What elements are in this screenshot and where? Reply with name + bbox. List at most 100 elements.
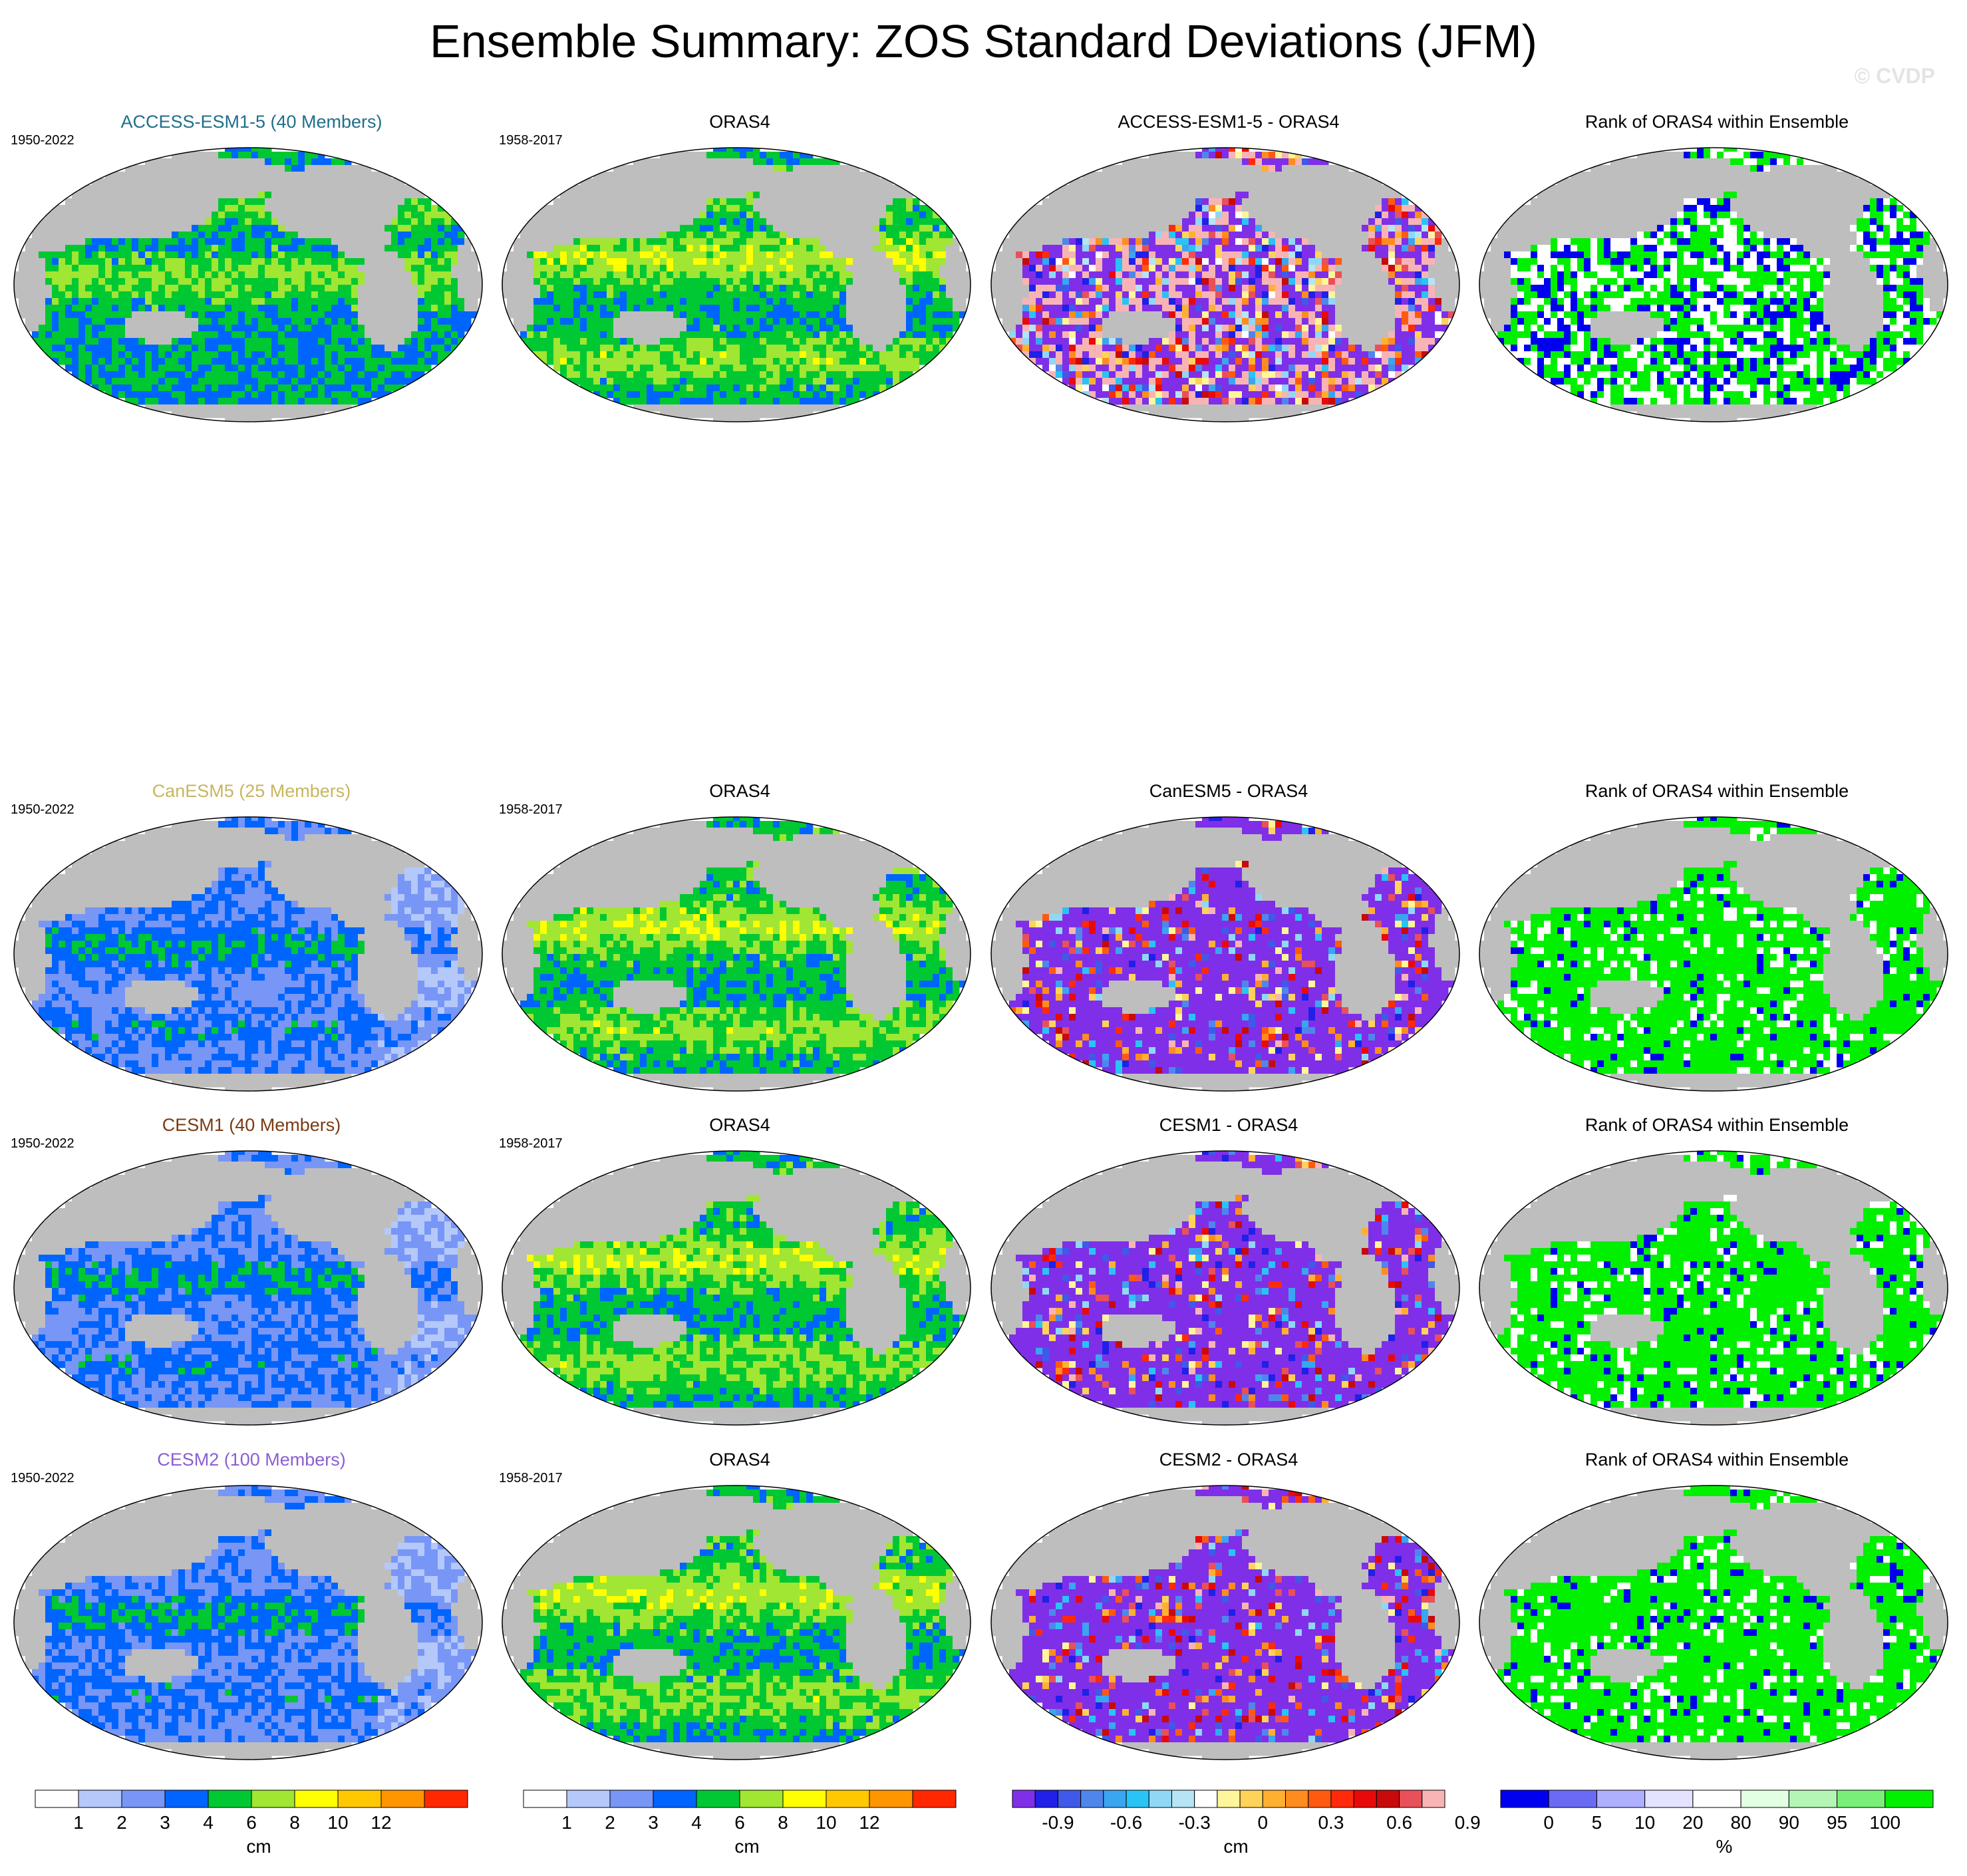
map-cell bbox=[98, 318, 106, 325]
map-cell bbox=[813, 371, 820, 379]
map-cell bbox=[693, 411, 700, 418]
map-cell bbox=[1209, 178, 1216, 186]
map-cell bbox=[560, 345, 567, 352]
map-cell bbox=[700, 205, 707, 212]
map-cell bbox=[251, 245, 259, 252]
map-cell bbox=[391, 192, 398, 199]
map-cell bbox=[740, 225, 747, 232]
map-cell bbox=[567, 218, 574, 226]
map-cell bbox=[667, 371, 674, 379]
map-cell bbox=[859, 265, 867, 272]
map-cell bbox=[653, 378, 661, 385]
map-cell bbox=[1215, 145, 1223, 152]
map-cell bbox=[298, 198, 305, 206]
map-cell bbox=[285, 298, 292, 305]
map-cell bbox=[620, 331, 627, 339]
map-cell bbox=[152, 291, 159, 299]
map-cell bbox=[733, 331, 740, 339]
map-cell bbox=[1135, 198, 1143, 206]
map-cell bbox=[693, 185, 700, 192]
map-cell bbox=[19, 291, 26, 299]
map-cell bbox=[733, 258, 740, 265]
map-cell bbox=[444, 271, 452, 279]
map-cell bbox=[65, 198, 73, 206]
map-cell bbox=[547, 205, 554, 212]
map-cell bbox=[212, 285, 219, 292]
map-cell bbox=[318, 385, 325, 392]
map-cell bbox=[19, 271, 26, 279]
map-cell bbox=[547, 271, 554, 279]
map-cell bbox=[706, 185, 714, 192]
map-cell bbox=[384, 251, 392, 259]
map-cell bbox=[567, 225, 574, 232]
map-cell bbox=[278, 205, 285, 212]
map-cell bbox=[271, 298, 279, 305]
map-cell bbox=[793, 172, 800, 179]
map-cell bbox=[693, 305, 700, 312]
map-cell bbox=[59, 325, 66, 332]
map-cell bbox=[451, 311, 458, 319]
map-cell bbox=[271, 371, 279, 379]
map-cell bbox=[946, 245, 953, 252]
map-cell bbox=[726, 245, 734, 252]
map-cell bbox=[325, 371, 332, 379]
map-cell bbox=[680, 238, 687, 245]
map-cell bbox=[298, 185, 305, 192]
map-cell bbox=[165, 212, 172, 219]
map-cell bbox=[733, 212, 740, 219]
map-cell bbox=[378, 298, 385, 305]
map-cell bbox=[178, 238, 186, 245]
map-cell bbox=[278, 371, 285, 379]
map-cell bbox=[1262, 198, 1269, 206]
map-cell bbox=[886, 305, 893, 312]
map-cell bbox=[92, 351, 99, 359]
map-cell bbox=[345, 291, 352, 299]
map-cell bbox=[913, 305, 920, 312]
map-cell bbox=[793, 404, 800, 412]
map-cell bbox=[533, 298, 541, 305]
map-cell bbox=[926, 265, 933, 272]
map-cell bbox=[700, 291, 707, 299]
map-cell bbox=[514, 298, 521, 305]
map-cell bbox=[305, 232, 312, 239]
map-cell bbox=[846, 212, 853, 219]
map-cell bbox=[278, 238, 285, 245]
map-cell bbox=[899, 192, 907, 199]
map-cell bbox=[800, 404, 807, 412]
map-cell bbox=[533, 258, 541, 265]
map-cell bbox=[365, 371, 372, 379]
map-cell bbox=[607, 371, 614, 379]
map-cell bbox=[667, 291, 674, 299]
map-cell bbox=[212, 371, 219, 379]
map-cell bbox=[378, 371, 385, 379]
map-cell bbox=[607, 238, 614, 245]
map-cell bbox=[607, 318, 614, 325]
map-cell bbox=[145, 338, 152, 345]
map-cell bbox=[700, 404, 707, 412]
map-cell bbox=[853, 351, 860, 359]
map-cell bbox=[693, 165, 700, 172]
map-cell bbox=[826, 378, 833, 385]
map-cell bbox=[338, 251, 345, 259]
map-cell bbox=[318, 291, 325, 299]
map-cell bbox=[311, 172, 319, 179]
map-cell bbox=[231, 178, 239, 186]
map-cell bbox=[145, 305, 152, 312]
map-cell bbox=[251, 212, 259, 219]
map-cell bbox=[780, 311, 787, 319]
map-cell bbox=[464, 251, 472, 259]
map-cell bbox=[318, 345, 325, 352]
map-cell bbox=[138, 238, 146, 245]
map-cell bbox=[318, 258, 325, 265]
map-cell bbox=[32, 298, 39, 305]
map-cell bbox=[700, 325, 707, 332]
map-cell bbox=[178, 311, 186, 319]
map-cell bbox=[145, 245, 152, 252]
map-cell bbox=[567, 365, 574, 372]
map-cell bbox=[1315, 178, 1322, 186]
map-cell bbox=[378, 245, 385, 252]
map-cell bbox=[567, 265, 574, 272]
map-cell bbox=[1348, 198, 1356, 206]
map-cell bbox=[298, 371, 305, 379]
map-cell bbox=[325, 198, 332, 206]
